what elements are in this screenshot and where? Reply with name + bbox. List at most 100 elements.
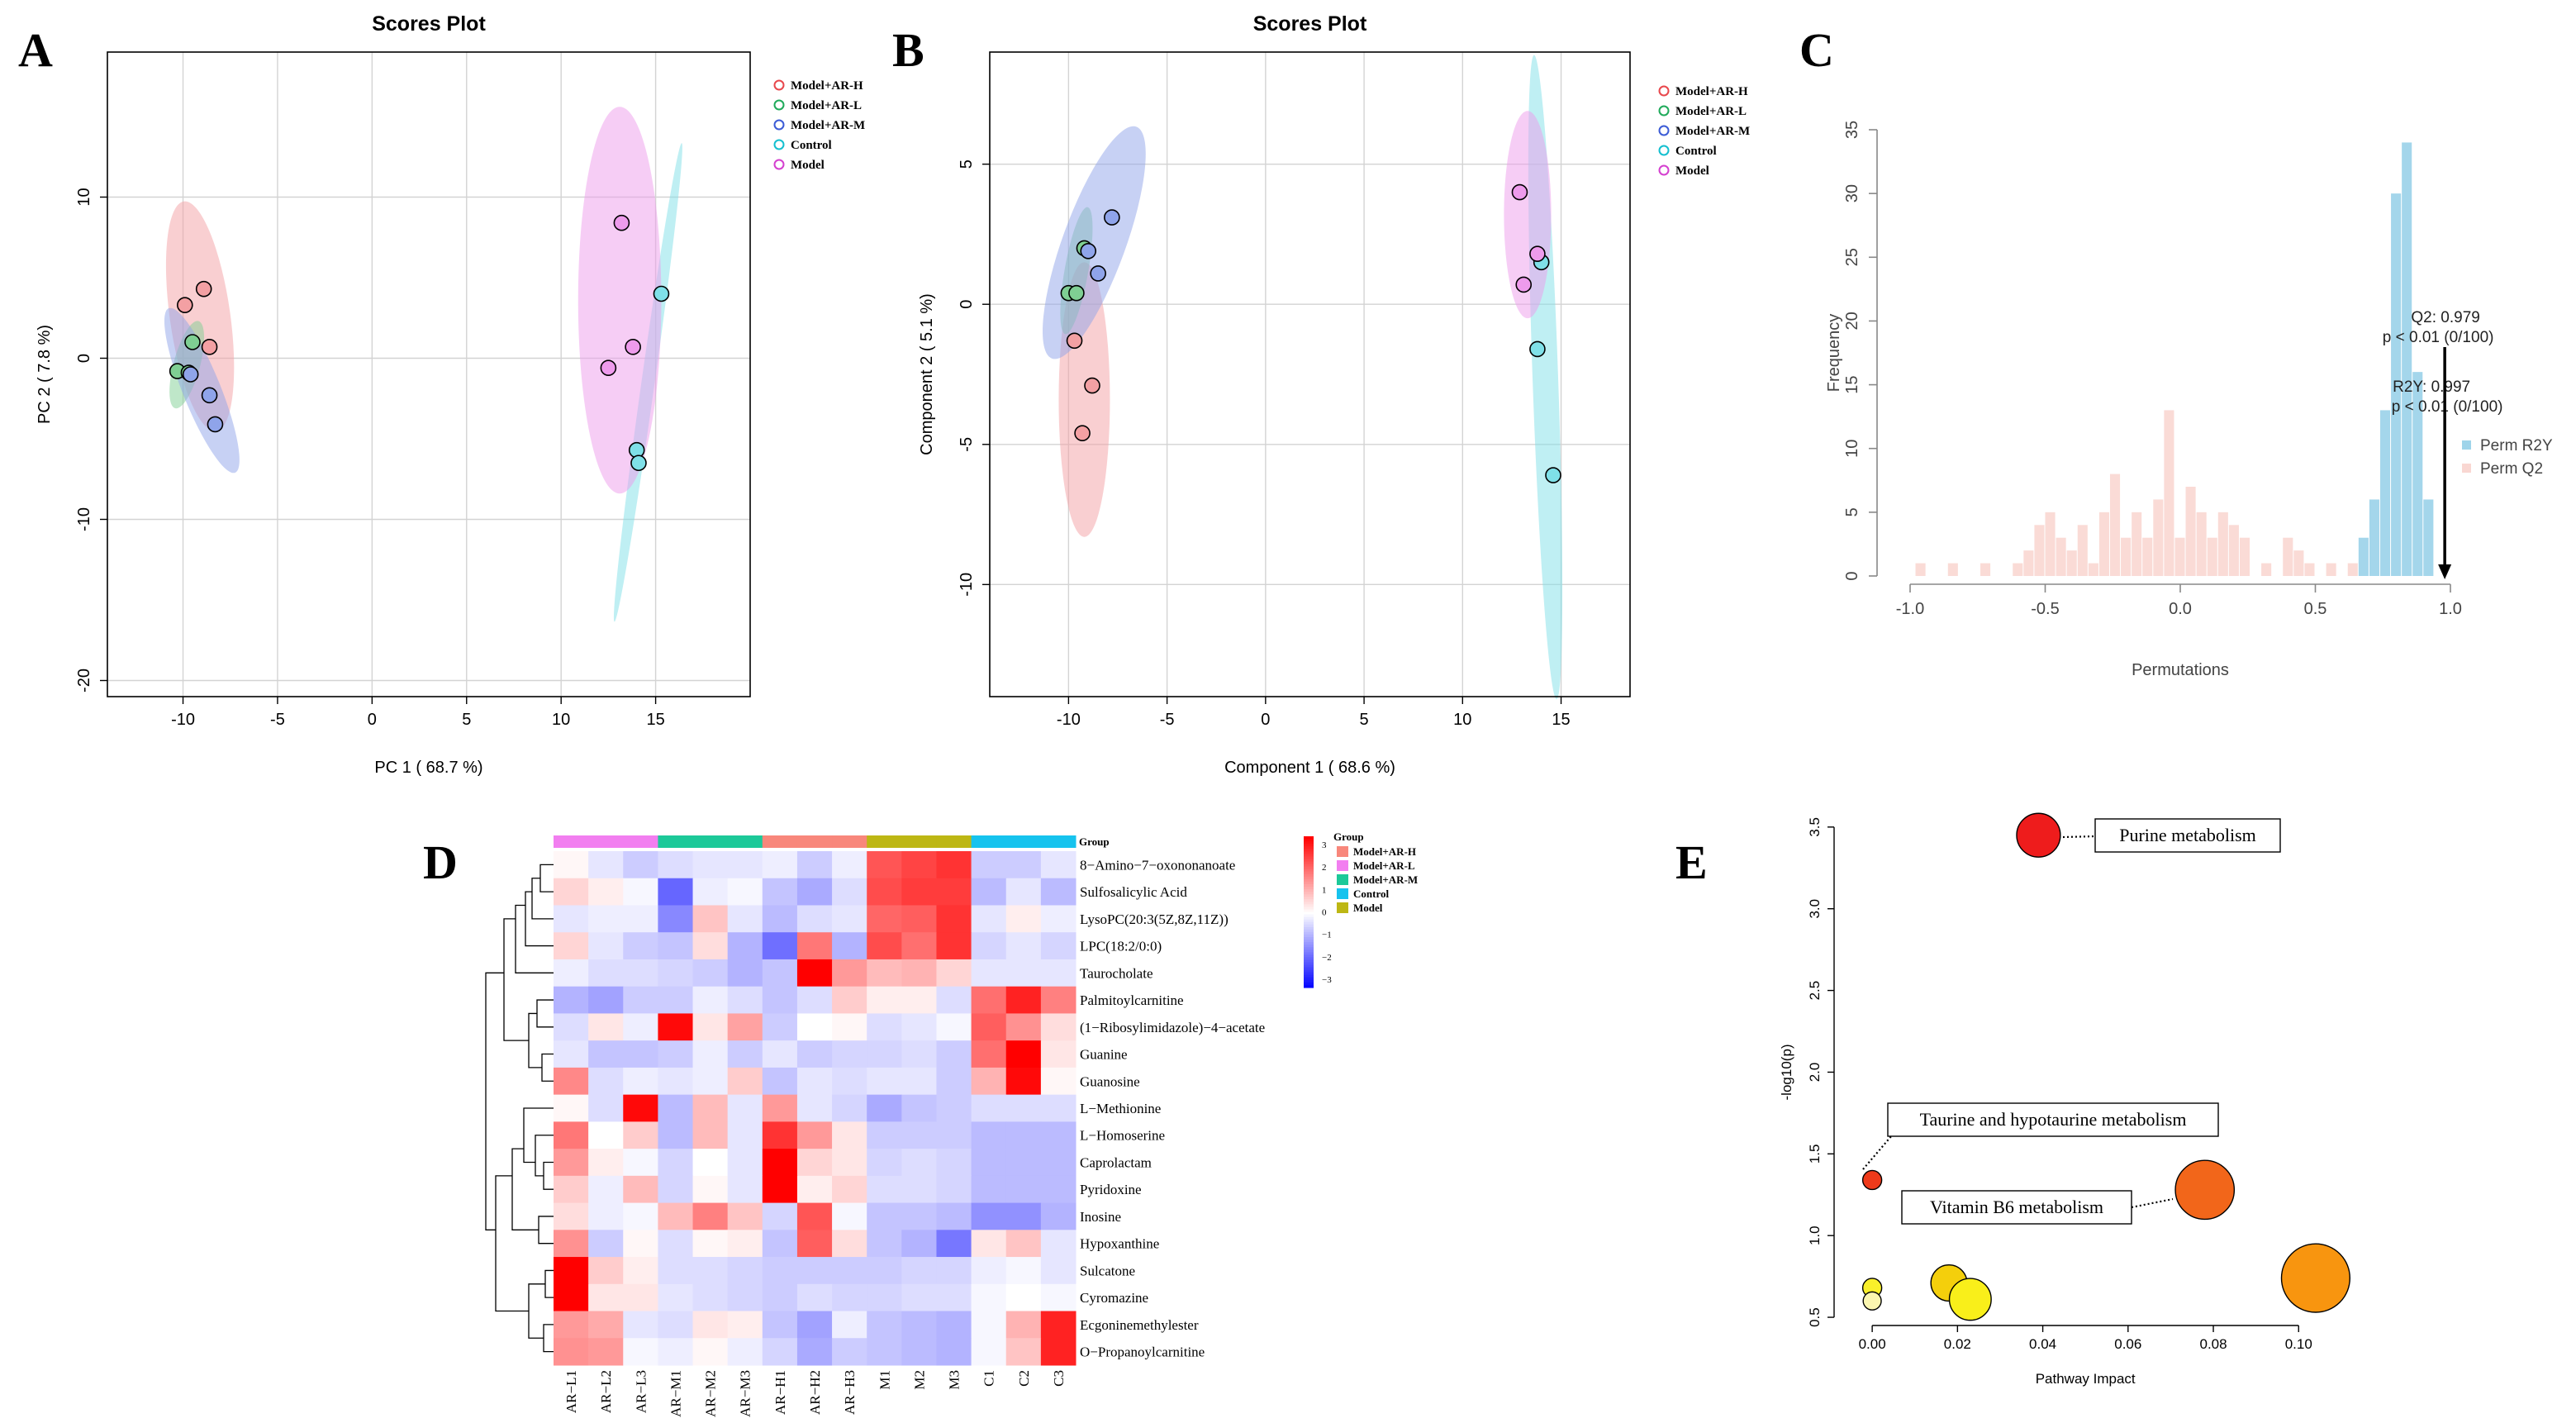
heatmap-cell: [588, 1067, 624, 1096]
heatmap-cell: [727, 986, 763, 1014]
heatmap-cell: [867, 986, 902, 1014]
column-label: C3: [1051, 1370, 1067, 1387]
heatmap-cell: [1040, 1067, 1077, 1096]
data-point: [1515, 276, 1533, 293]
row-label: Inosine: [1080, 1209, 1121, 1225]
column-label: AR−L3: [633, 1370, 649, 1413]
heatmap-cell: [554, 959, 589, 988]
heatmap-cell: [796, 1013, 833, 1041]
x-tick-label: -5: [1160, 711, 1175, 729]
annotation-leader: [1862, 1135, 1893, 1170]
panel-letter-c: C: [1799, 23, 1834, 77]
heatmap-cell: [796, 1175, 833, 1204]
heatmap-cell: [936, 1202, 972, 1230]
pathway-label: Taurine and hypotaurine metabolism: [1920, 1109, 2187, 1130]
heatmap-cell: [1040, 1094, 1077, 1122]
heatmap-cell: [762, 1175, 798, 1204]
heatmap-cell: [1040, 932, 1077, 960]
heatmap-cell: [971, 1149, 1007, 1177]
heatmap-cell: [623, 1283, 658, 1312]
dendrogram-branch: [531, 878, 554, 920]
pathway-bubble: [1948, 1278, 1992, 1321]
column-label: C2: [1016, 1370, 1032, 1387]
heatmap-cell: [762, 851, 798, 879]
annotation-arrow-head: [2438, 564, 2452, 579]
y-tick-label: -10: [958, 573, 976, 597]
histogram-bar: [2023, 550, 2034, 576]
heatmap-cell: [692, 1067, 729, 1096]
group-annotation-cell: [762, 835, 798, 848]
group-legend-label: Model+AR-H: [1353, 845, 1416, 858]
heatmap-cell: [971, 1202, 1007, 1230]
annotation-leader: [2131, 1197, 2174, 1209]
histogram-bar: [1915, 563, 1926, 576]
group-legend-label: Model+AR-M: [1353, 873, 1418, 886]
histogram-bar: [1980, 563, 1991, 576]
dendrogram-branch: [485, 972, 504, 1230]
column-label: AR−H2: [807, 1370, 823, 1415]
heatmap-cell: [832, 1202, 867, 1230]
heatmap-cell: [867, 1230, 902, 1258]
heatmap-cell: [554, 932, 589, 960]
heatmap-cell: [867, 1067, 902, 1096]
heatmap-cell: [762, 905, 798, 933]
heatmap-cell: [936, 932, 972, 960]
heatmap-cell: [1005, 959, 1042, 988]
x-tick-label: 15: [646, 711, 664, 729]
heatmap-cell: [832, 1013, 867, 1041]
heatmap-cell: [554, 1283, 589, 1312]
heatmap-cell: [936, 1040, 972, 1068]
heatmap-cell: [623, 1175, 658, 1204]
dendrogram-branch: [525, 891, 554, 947]
row-label: Sulfosalicylic Acid: [1080, 884, 1187, 900]
color-scale-step: [1304, 984, 1314, 988]
color-scale-step: [1304, 887, 1314, 890]
color-scale-step: [1304, 864, 1314, 868]
heatmap-cell: [796, 851, 833, 879]
group-legend-swatch: [1337, 860, 1348, 871]
legend-label: Control: [1675, 145, 1717, 158]
data-point: [625, 339, 641, 355]
heatmap-cell: [727, 1121, 763, 1149]
heatmap-cell: [554, 851, 589, 879]
data-point: [600, 359, 617, 377]
heatmap-cell: [936, 1175, 972, 1204]
heatmap-cell: [658, 851, 694, 879]
heatmap-cell: [901, 1202, 937, 1230]
heatmap-cell: [588, 905, 624, 933]
pathway-bubble: [1861, 1169, 1883, 1191]
heatmap-cell: [588, 1257, 624, 1285]
x-tick-label: 0: [1261, 711, 1270, 729]
histogram-bar: [2293, 550, 2304, 576]
heatmap-cell: [658, 1121, 694, 1149]
histogram-bar: [2142, 537, 2153, 576]
heatmap-cell: [1005, 1338, 1042, 1366]
heatmap-cell: [901, 1040, 937, 1068]
data-point: [1068, 284, 1085, 302]
dendrogram-branch: [495, 1175, 529, 1312]
x-tick-label: 0.00: [1859, 1336, 1886, 1352]
color-scale-step: [1304, 839, 1314, 842]
heatmap-cell: [762, 1202, 798, 1230]
heatmap-cell: [1040, 1040, 1077, 1068]
y-tick-label: 25: [1843, 248, 1861, 266]
heatmap-cell: [762, 878, 798, 906]
color-scale-step: [1304, 894, 1314, 897]
annotation-r2y: R2Y: 0.997: [2393, 378, 2470, 396]
group-annotation-label: Group: [1079, 835, 1110, 848]
group-annotation-cell: [901, 835, 937, 848]
heatmap-cell: [692, 1283, 729, 1312]
heatmap-cell: [1005, 986, 1042, 1014]
color-scale-step: [1304, 954, 1314, 958]
color-scale-tick: −3: [1322, 975, 1332, 985]
heatmap-cell: [623, 1338, 658, 1366]
panel-letter-a: A: [18, 23, 53, 77]
group-annotation-cell: [692, 835, 729, 848]
heatmap-cell: [692, 1040, 729, 1068]
heatmap-cell: [971, 1067, 1007, 1096]
y-tick-label: 10: [1843, 440, 1861, 458]
heatmap-cell: [727, 1257, 763, 1285]
x-axis-label: Pathway Impact: [2036, 1371, 2136, 1387]
y-tick-label: 3.5: [1807, 817, 1823, 837]
heatmap-cell: [901, 1175, 937, 1204]
